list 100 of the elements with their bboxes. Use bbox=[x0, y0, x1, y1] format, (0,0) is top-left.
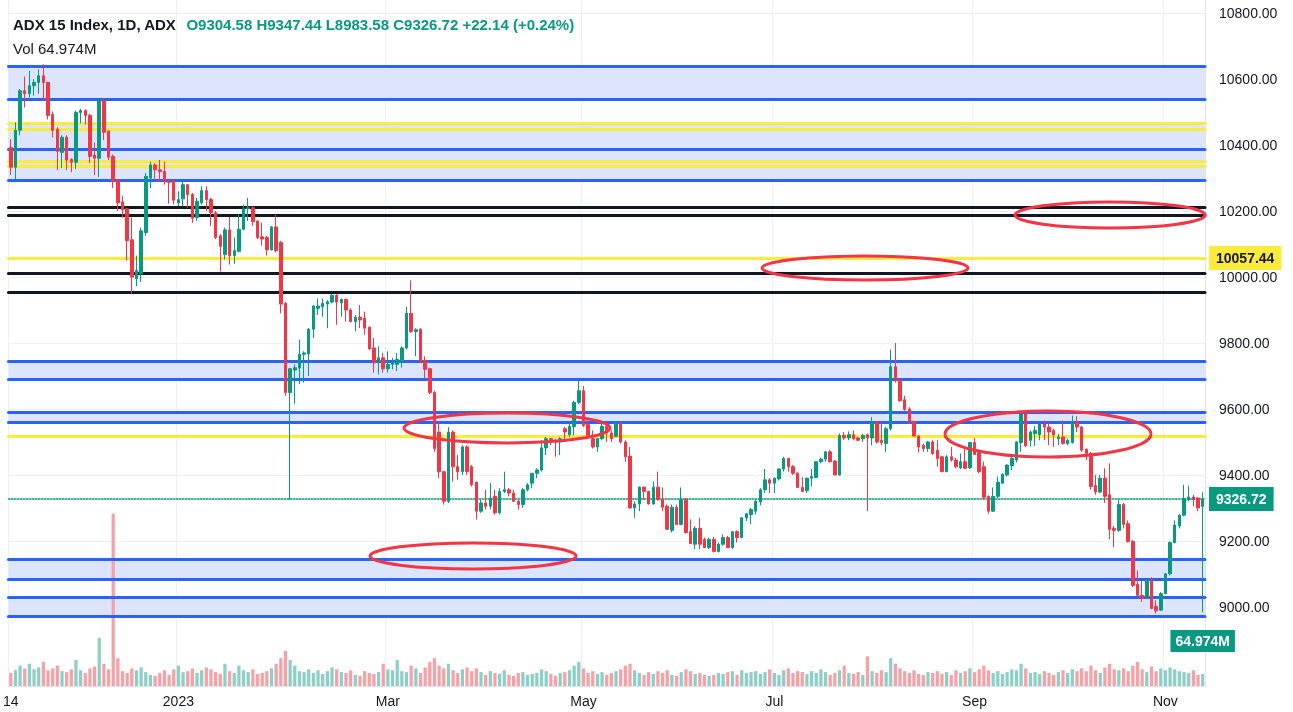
text: ADX 15 Index, 1D, ADX bbox=[13, 15, 176, 33]
bar bbox=[330, 667, 334, 686]
bar bbox=[861, 674, 865, 686]
bar bbox=[372, 673, 376, 686]
bar bbox=[55, 665, 59, 686]
candlestick bbox=[461, 444, 464, 476]
bar bbox=[619, 669, 623, 686]
bar bbox=[1112, 669, 1116, 686]
bar bbox=[404, 672, 409, 686]
bar bbox=[1159, 668, 1163, 686]
bar bbox=[809, 671, 814, 686]
bar bbox=[912, 670, 916, 686]
bar bbox=[176, 665, 181, 686]
bar bbox=[553, 675, 558, 686]
candlestick bbox=[409, 279, 413, 334]
bar bbox=[23, 668, 27, 686]
x-tick-label: 14 bbox=[2, 693, 19, 709]
bar bbox=[409, 665, 413, 686]
bar bbox=[996, 671, 1000, 686]
bar bbox=[484, 674, 488, 686]
bar bbox=[246, 672, 250, 686]
bar bbox=[223, 663, 227, 686]
bar bbox=[940, 673, 944, 686]
candlestick bbox=[219, 233, 222, 272]
bar bbox=[269, 668, 274, 686]
bar bbox=[665, 670, 669, 686]
candlestick bbox=[1066, 438, 1069, 446]
bar bbox=[428, 661, 432, 686]
bar bbox=[1154, 671, 1158, 686]
bar bbox=[1103, 667, 1107, 686]
bar bbox=[558, 673, 562, 686]
candlestick bbox=[1024, 411, 1027, 448]
bar bbox=[227, 671, 232, 686]
bar bbox=[721, 673, 725, 686]
bar bbox=[358, 675, 362, 686]
candlestick bbox=[223, 227, 227, 261]
bar bbox=[567, 670, 572, 686]
candlestick bbox=[181, 180, 185, 207]
bar bbox=[1145, 672, 1149, 686]
bar bbox=[1140, 669, 1144, 686]
bar bbox=[707, 675, 711, 686]
bar bbox=[865, 656, 870, 686]
bar bbox=[432, 658, 437, 686]
candlestick bbox=[842, 431, 846, 441]
candlestick bbox=[484, 489, 487, 511]
bar bbox=[362, 671, 367, 686]
bar bbox=[693, 673, 697, 686]
bar bbox=[805, 673, 809, 686]
bar bbox=[856, 672, 860, 686]
bar bbox=[451, 670, 455, 686]
bar bbox=[577, 661, 581, 686]
bar bbox=[316, 670, 320, 686]
bar bbox=[414, 668, 418, 686]
bar bbox=[88, 668, 92, 686]
text: O9304.58 H9347.44 L8983.58 C9326.72 +22.14 (+0.24%) bbox=[186, 15, 575, 33]
bar bbox=[768, 669, 772, 686]
bar bbox=[1000, 673, 1005, 686]
bar bbox=[507, 674, 511, 686]
ref-line-label: 10057.44 bbox=[1216, 250, 1275, 267]
candlestick bbox=[1145, 578, 1149, 600]
bar bbox=[390, 670, 395, 686]
bar bbox=[1168, 667, 1172, 686]
bar bbox=[609, 673, 614, 686]
bar bbox=[1079, 668, 1084, 686]
y-tick-label: 9000.00 bbox=[1219, 598, 1270, 615]
bar bbox=[986, 670, 991, 686]
bar bbox=[488, 671, 492, 686]
bar bbox=[1196, 674, 1200, 686]
candlestick bbox=[1071, 415, 1074, 445]
bar bbox=[27, 663, 32, 686]
bar bbox=[837, 670, 842, 686]
bar bbox=[633, 670, 637, 686]
bar bbox=[1033, 672, 1037, 686]
candlestick bbox=[493, 489, 497, 515]
bar bbox=[763, 672, 767, 686]
bar bbox=[381, 663, 385, 686]
bar bbox=[595, 673, 600, 686]
bar bbox=[679, 672, 683, 686]
candlestick bbox=[675, 504, 678, 525]
bar bbox=[656, 671, 660, 686]
bar bbox=[134, 670, 139, 686]
x-tick-label: Nov bbox=[1152, 693, 1178, 709]
bar bbox=[833, 673, 837, 686]
bar bbox=[660, 673, 665, 686]
bar bbox=[162, 670, 167, 686]
x-tick-label: Mar bbox=[375, 693, 401, 709]
candlestick bbox=[9, 138, 13, 176]
candlestick bbox=[70, 157, 73, 173]
candlestick bbox=[861, 433, 865, 443]
bar bbox=[237, 665, 241, 686]
candlestick bbox=[693, 525, 697, 550]
bar bbox=[535, 673, 539, 686]
bar bbox=[944, 672, 949, 686]
bar bbox=[1135, 661, 1140, 686]
bar bbox=[297, 671, 302, 686]
bar bbox=[1089, 665, 1093, 686]
bar bbox=[1093, 670, 1098, 686]
bar bbox=[870, 671, 874, 686]
bar bbox=[740, 670, 744, 686]
bar bbox=[186, 671, 190, 686]
